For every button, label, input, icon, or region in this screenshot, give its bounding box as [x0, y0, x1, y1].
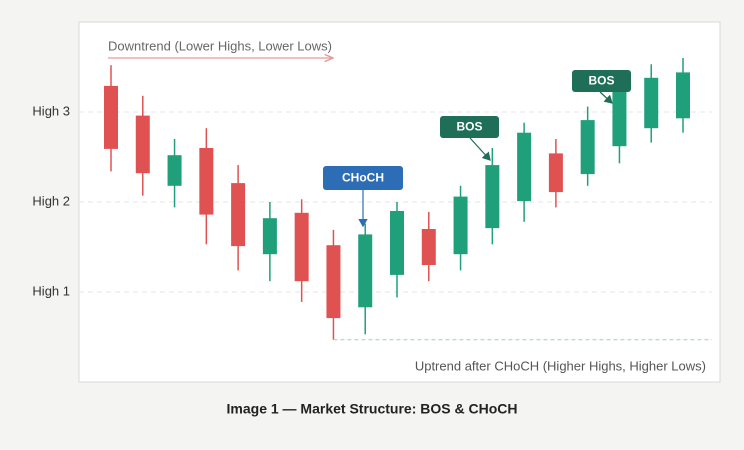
bos-arrow	[469, 137, 491, 161]
candle-body	[135, 115, 150, 174]
candle-body	[517, 132, 532, 202]
y-tick-label: High 3	[32, 103, 70, 118]
y-tick-label: High 2	[32, 193, 70, 208]
candle-body	[294, 212, 309, 282]
candle-body	[390, 211, 404, 275]
annotation: Downtrend (Lower Highs, Lower Lows)	[108, 38, 332, 53]
annotation: Uptrend after CHoCH (Higher Highs, Highe…	[415, 358, 706, 373]
candle-body	[421, 229, 436, 265]
candle-body	[453, 196, 468, 255]
y-tick-label: High 1	[32, 283, 70, 298]
candle-body	[612, 90, 627, 147]
bos-box	[440, 116, 499, 138]
candle-body	[104, 85, 118, 149]
choch-box	[323, 166, 403, 190]
candle-body	[358, 234, 373, 308]
choch-label: CHoCH	[342, 171, 384, 185]
candle-body	[231, 183, 246, 247]
bos-arrow	[599, 91, 613, 104]
bos-label: BOS	[588, 74, 614, 88]
candle-body	[676, 72, 690, 119]
candle-body	[167, 155, 182, 186]
candle-body	[644, 77, 659, 129]
candle-body	[485, 165, 500, 229]
candle-body	[580, 120, 595, 175]
bos-box	[572, 70, 631, 92]
candle-body	[262, 218, 277, 255]
bos-label: BOS	[456, 120, 482, 134]
candle-body	[326, 245, 341, 319]
candle-body	[199, 148, 214, 215]
caption: Image 1 — Market Structure: BOS & CHoCH	[227, 401, 518, 417]
candle-body	[548, 153, 563, 193]
